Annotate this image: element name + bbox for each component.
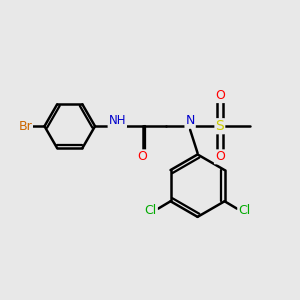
Text: NH: NH — [109, 114, 126, 128]
Text: Br: Br — [18, 120, 32, 133]
Text: O: O — [138, 150, 148, 163]
Text: Cl: Cl — [145, 204, 157, 217]
Text: Cl: Cl — [238, 204, 250, 217]
Text: N: N — [185, 114, 195, 128]
Text: O: O — [215, 150, 225, 163]
Text: S: S — [215, 119, 224, 133]
Text: O: O — [215, 89, 225, 102]
